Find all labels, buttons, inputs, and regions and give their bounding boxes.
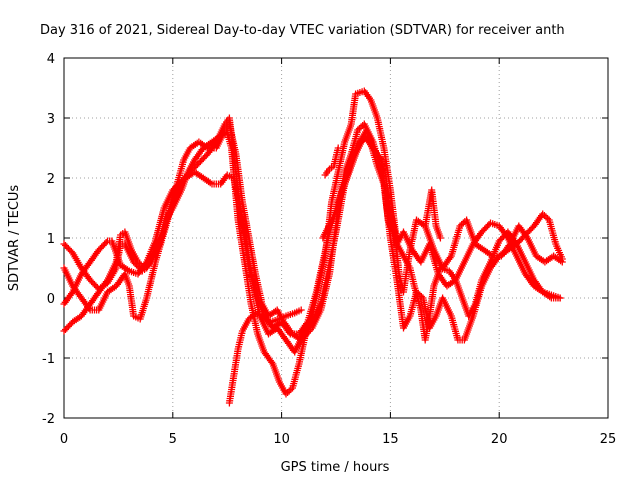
series-markers <box>60 114 564 338</box>
series-segment-5 <box>225 306 305 407</box>
x-tick-label: 0 <box>60 432 68 447</box>
y-tick-label: -2 <box>42 412 55 427</box>
x-tick-label: 15 <box>382 432 399 447</box>
y-tick-label: 1 <box>47 232 55 247</box>
x-tick-label: 5 <box>169 432 177 447</box>
data-points <box>60 87 566 407</box>
chart-title: Day 316 of 2021, Sidereal Day-to-day VTE… <box>40 23 565 38</box>
x-axis-label: GPS time / hours <box>281 460 390 475</box>
series-markers <box>225 306 305 407</box>
series-segment-7 <box>321 144 342 179</box>
axis-ticks: 0 5 10 15 20 25 -2 -1 0 1 2 3 4 <box>42 52 616 447</box>
series-markers <box>60 87 564 398</box>
y-tick-label: 3 <box>47 112 55 127</box>
y-tick-label: 0 <box>47 292 55 307</box>
y-axis-label: SDTVAR / TECUs <box>7 185 22 292</box>
y-tick-label: -1 <box>42 352 55 367</box>
series-track-2 <box>60 114 564 338</box>
x-tick-label: 20 <box>491 432 508 447</box>
y-tick-label: 4 <box>47 52 55 67</box>
series-segment-8 <box>421 186 444 242</box>
y-tick-label: 2 <box>47 172 55 187</box>
x-tick-label: 25 <box>600 432 617 447</box>
series-markers <box>421 186 444 242</box>
series-segment-6 <box>319 126 377 242</box>
x-tick-label: 10 <box>273 432 290 447</box>
series-markers <box>319 126 377 242</box>
series-track-4 <box>60 87 564 398</box>
series-markers <box>321 144 342 179</box>
